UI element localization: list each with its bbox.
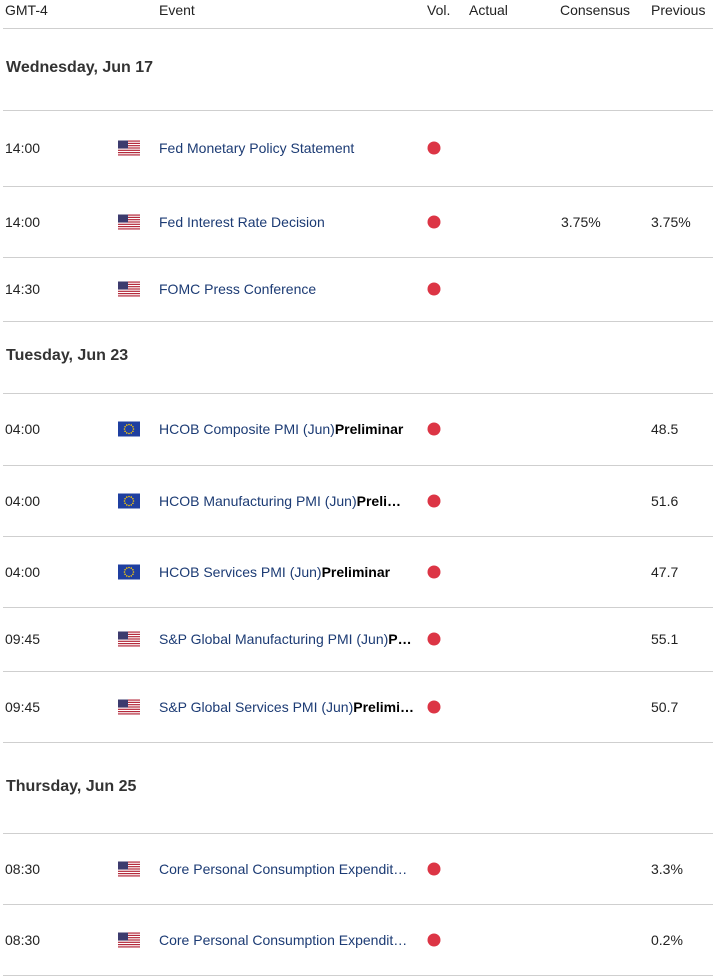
previous: 51.6	[651, 492, 679, 509]
volatility-dot	[427, 700, 441, 713]
event-text[interactable]: Core Personal Consumption Expendit…	[159, 931, 408, 948]
volatility-dot	[427, 494, 441, 507]
divider	[3, 110, 713, 111]
event-time: 14:30	[5, 281, 41, 297]
event-name[interactable]: S&P Global Services PMI (Jun)Prelimi…	[159, 699, 414, 715]
divider	[3, 607, 713, 608]
flag-icon	[118, 281, 140, 297]
volatility-dot	[427, 282, 441, 296]
event-name[interactable]: HCOB Services PMI (Jun)Preliminar	[159, 564, 390, 580]
column-header: Actual	[469, 2, 508, 18]
event-time: 14:00	[5, 213, 41, 230]
divider	[3, 536, 713, 537]
divider	[3, 257, 713, 258]
divider	[3, 904, 713, 905]
event-name[interactable]: HCOB Manufacturing PMI (Jun)Preli…	[159, 493, 401, 509]
event-text[interactable]: S&P Global Manufacturing PMI (Jun)	[159, 631, 389, 647]
flag-icon	[118, 631, 140, 647]
event-bold[interactable]: Preliminar	[321, 563, 391, 580]
event-text[interactable]: S&P Global Services PMI (Jun)	[159, 698, 354, 715]
divider	[3, 186, 713, 187]
divider	[3, 671, 713, 672]
event-text[interactable]: FOMC Press Conference	[159, 281, 317, 297]
flag-icon	[118, 140, 140, 156]
event-time: 08:30	[5, 931, 41, 948]
day-header: Tuesday, Jun 23	[6, 347, 129, 364]
column-header: GMT-4	[5, 2, 48, 18]
event-time: 04:00	[5, 421, 41, 437]
divider	[3, 465, 713, 466]
previous: 3.3%	[651, 860, 683, 877]
event-time: 09:45	[5, 631, 41, 647]
volatility-dot	[427, 565, 441, 578]
previous: 0.2%	[651, 931, 683, 948]
event-text[interactable]: Fed Interest Rate Decision	[159, 213, 325, 230]
event-name[interactable]: Core Personal Consumption Expendit…	[159, 932, 407, 948]
volatility-dot	[427, 141, 441, 155]
event-name[interactable]: Fed Monetary Policy Statement	[159, 140, 354, 156]
previous: 3.75%	[651, 213, 691, 230]
event-name[interactable]: Fed Interest Rate Decision	[159, 214, 325, 230]
event-bold[interactable]: P…	[388, 631, 412, 647]
event-name[interactable]: S&P Global Manufacturing PMI (Jun)P…	[159, 631, 412, 647]
flag-icon	[118, 699, 140, 714]
event-time: 14:00	[5, 140, 41, 156]
column-header: Consensus	[560, 2, 631, 18]
previous: 55.1	[651, 631, 679, 647]
event-time: 09:45	[5, 698, 41, 715]
previous: 50.7	[651, 698, 679, 715]
volatility-dot	[427, 632, 441, 646]
flag-icon	[118, 214, 140, 229]
event-bold[interactable]: Preli…	[356, 492, 401, 509]
flag-icon	[118, 421, 140, 437]
day-header: Thursday, Jun 25	[6, 777, 137, 795]
divider	[3, 321, 713, 322]
event-time: 04:00	[5, 492, 41, 509]
event-text[interactable]: Core Personal Consumption Expendit…	[159, 860, 408, 877]
divider	[3, 393, 713, 394]
previous: 48.5	[651, 421, 679, 437]
volatility-dot	[427, 422, 441, 436]
volatility-dot	[427, 862, 441, 875]
divider	[3, 28, 713, 29]
divider	[3, 833, 713, 834]
event-text[interactable]: HCOB Manufacturing PMI (Jun)	[159, 492, 357, 509]
event-time: 04:00	[5, 563, 41, 580]
column-header: Vol.	[427, 2, 451, 18]
column-header: Previous	[651, 2, 706, 18]
event-text[interactable]: HCOB Services PMI (Jun)	[159, 563, 322, 580]
flag-icon	[118, 493, 140, 508]
previous: 47.7	[651, 563, 679, 580]
column-header: Event	[159, 2, 195, 18]
flag-icon	[118, 564, 140, 579]
event-name[interactable]: FOMC Press Conference	[159, 281, 316, 297]
day-header: Wednesday, Jun 17	[6, 59, 154, 76]
flag-icon	[118, 932, 140, 947]
event-bold[interactable]: Prelimi…	[353, 698, 414, 715]
consensus: 3.75%	[561, 213, 601, 230]
flag-icon	[118, 861, 140, 876]
event-name[interactable]: Core Personal Consumption Expendit…	[159, 861, 407, 877]
volatility-dot	[427, 933, 441, 946]
event-text[interactable]: HCOB Composite PMI (Jun)	[159, 421, 335, 437]
event-bold[interactable]: Preliminar	[334, 421, 404, 437]
event-time: 08:30	[5, 860, 41, 877]
volatility-dot	[427, 215, 441, 228]
event-name[interactable]: HCOB Composite PMI (Jun)Preliminar	[159, 421, 403, 437]
event-text[interactable]: Fed Monetary Policy Statement	[159, 140, 355, 156]
divider	[3, 742, 713, 743]
